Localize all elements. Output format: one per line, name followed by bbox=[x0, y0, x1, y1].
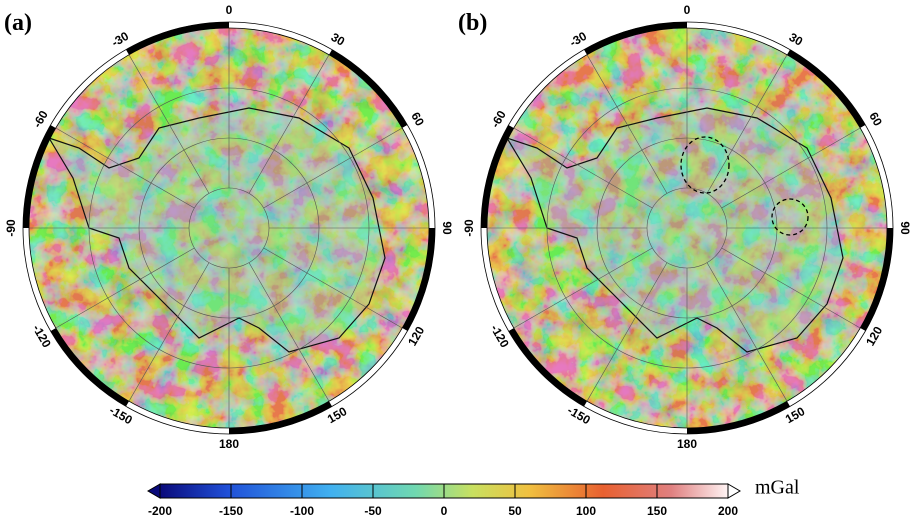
figure: (a) (b) 0306090120150180-150-120-90-60-3… bbox=[0, 0, 915, 526]
panel-label: (b) bbox=[458, 10, 487, 36]
longitude-label: 180 bbox=[219, 437, 239, 451]
colorbar-tick-label: 200 bbox=[718, 504, 738, 518]
longitude-label: 60 bbox=[408, 110, 427, 129]
colorbar-tick-label: 0 bbox=[441, 504, 448, 518]
colorbar-tick-label: -150 bbox=[219, 504, 243, 518]
colorbar-tick-label: 150 bbox=[647, 504, 667, 518]
colorbar: -200 -150 -100 -50 0 50 100 150 200 mGal bbox=[148, 477, 800, 518]
longitude-label: 180 bbox=[677, 437, 697, 451]
colorbar-min-arrow bbox=[148, 484, 160, 498]
colorbar-tick-label: -100 bbox=[290, 504, 314, 518]
longitude-label: -60 bbox=[488, 108, 509, 130]
panel-label: (a) bbox=[4, 10, 32, 36]
longitude-label: -90 bbox=[4, 219, 18, 237]
colorbar-tick-label: -50 bbox=[364, 504, 382, 518]
longitude-label: 90 bbox=[440, 221, 454, 235]
longitude-label: -30 bbox=[567, 29, 589, 50]
longitude-label: -60 bbox=[30, 108, 51, 130]
longitude-label: 90 bbox=[898, 221, 912, 235]
longitude-label: 0 bbox=[684, 3, 691, 17]
colorbar-tick-label: 50 bbox=[508, 504, 522, 518]
colorbar-tick-label: 100 bbox=[576, 504, 596, 518]
longitude-label: 30 bbox=[329, 30, 348, 49]
longitude-label: -30 bbox=[109, 29, 131, 50]
longitude-label: 60 bbox=[866, 110, 885, 129]
colorbar-unit: mGal bbox=[755, 477, 800, 499]
colorbar-max-arrow bbox=[728, 484, 740, 498]
longitude-label: 0 bbox=[226, 3, 233, 17]
longitude-label: -90 bbox=[462, 219, 476, 237]
longitude-label: 30 bbox=[787, 30, 806, 49]
colorbar-tick-label: -200 bbox=[148, 504, 172, 518]
